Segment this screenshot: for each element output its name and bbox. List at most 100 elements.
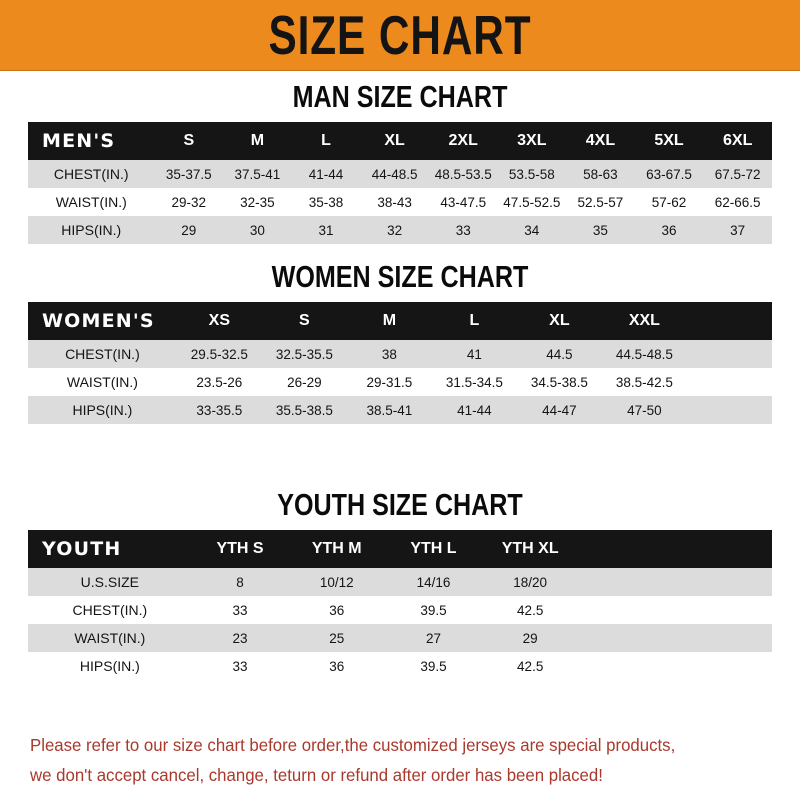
table-row: U.S.SIZE 8 10/12 14/16 18/20 (28, 568, 772, 596)
table-cell: 62-66.5 (703, 188, 772, 216)
table-cell: 43-47.5 (428, 188, 498, 216)
table-cell: 47-50 (601, 396, 687, 424)
women-column-header-m: M (382, 312, 397, 329)
youth-column-header-yth-m: YTH M (311, 540, 362, 557)
women-table-header-row: WOMEN'S XS S M L XL XXL (28, 302, 772, 340)
youth-size-table: YOUTH YTH S YTH M YTH L YTH XL U.S.SIZE 8 10/12… (28, 530, 772, 680)
table-cell-spacer (686, 368, 772, 396)
table-cell: 63-67.5 (634, 160, 704, 188)
men-table-header-row: MEN'S S M L XL 2XL 3XL 4XL 5XL 6XL (28, 122, 772, 160)
table-cell: 44-47 (516, 396, 602, 424)
table-cell-spacer (578, 568, 676, 596)
table-row: HIPS(IN.) 33 36 39.5 42.5 (28, 652, 772, 680)
table-cell: 8 (191, 568, 289, 596)
table-cell: 29.5-32.5 (176, 340, 262, 368)
youth-column-header-spacer (579, 530, 676, 568)
table-cell-spacer (675, 652, 772, 680)
table-cell: 39.5 (385, 652, 482, 680)
table-row: WAIST(IN.) 29-32 32-35 35-38 38-43 43-47.5 47.… (28, 188, 772, 216)
men-row-label-chest-in-: CHEST(IN.) (28, 160, 155, 188)
women-row-label-chest-in-: CHEST(IN.) (28, 340, 177, 368)
table-cell: 44-48.5 (360, 160, 429, 188)
table-cell: 33 (191, 652, 289, 680)
youth-table-row-label-header: YOUTH (42, 538, 122, 560)
women-column-header-s: S (299, 312, 310, 329)
women-size-table: WOMEN'S XS S M L XL XXL CHEST(IN.) 29.5-32.5 32.5… (28, 302, 772, 424)
table-cell: 41 (431, 340, 517, 368)
women-size-section: WOMEN SIZE CHART WOMEN'S XS S M L XL XXL CHEST(… (0, 260, 800, 424)
page-banner: SIZE CHART (0, 0, 800, 71)
table-cell-spacer (675, 596, 772, 624)
men-section-title: MAN SIZE CHART (292, 80, 508, 114)
women-section-title: WOMEN SIZE CHART (271, 260, 529, 294)
youth-table-header-row: YOUTH YTH S YTH M YTH L YTH XL (28, 530, 772, 568)
youth-row-label-chest-in-: CHEST(IN.) (28, 596, 192, 624)
table-cell: 32-35 (223, 188, 292, 216)
men-row-label-waist-in-: WAIST(IN.) (28, 188, 155, 216)
table-cell: 34.5-38.5 (516, 368, 602, 396)
table-cell: 44.5-48.5 (601, 340, 687, 368)
table-cell-spacer (686, 396, 772, 424)
men-column-header-5xl: 5XL (654, 132, 684, 149)
men-column-header-m: M (250, 132, 265, 149)
table-cell: 58-63 (566, 160, 635, 188)
table-cell: 29-32 (154, 188, 224, 216)
order-policy-line-2: we don't accept cancel, change, teturn o… (30, 765, 603, 785)
table-cell: 37 (703, 216, 772, 244)
youth-row-label-waist-in-: WAIST(IN.) (28, 624, 192, 652)
table-cell: 29-31.5 (346, 368, 432, 396)
table-row: CHEST(IN.) 29.5-32.5 32.5-35.5 38 41 44.5 44.5… (28, 340, 772, 368)
youth-size-section: YOUTH SIZE CHART YOUTH YTH S YTH M YTH L YTH… (0, 488, 800, 680)
men-size-table: MEN'S S M L XL 2XL 3XL 4XL 5XL 6XL CHEST(IN.) 35-37… (28, 122, 772, 244)
table-cell: 14/16 (385, 568, 482, 596)
table-cell: 38 (346, 340, 432, 368)
women-column-header-l: L (469, 312, 480, 329)
men-column-header-l: L (321, 132, 331, 149)
table-cell: 53.5-58 (497, 160, 567, 188)
table-cell: 35-38 (291, 188, 361, 216)
table-row: CHEST(IN.) 35-37.5 37.5-41 41-44 44-48.5 48.5… (28, 160, 772, 188)
table-cell: 33 (428, 216, 498, 244)
table-cell: 42.5 (481, 596, 579, 624)
table-cell: 36 (634, 216, 704, 244)
youth-row-label-hips-in-: HIPS(IN.) (28, 652, 192, 680)
table-cell: 42.5 (481, 652, 579, 680)
women-row-label-hips-in-: HIPS(IN.) (28, 396, 177, 424)
table-cell-spacer (578, 652, 676, 680)
women-row-label-waist-in-: WAIST(IN.) (28, 368, 177, 396)
table-cell: 25 (288, 624, 386, 652)
table-row: CHEST(IN.) 33 36 39.5 42.5 (28, 596, 772, 624)
youth-column-header-yth-xl: YTH XL (501, 540, 559, 557)
youth-section-title: YOUTH SIZE CHART (277, 488, 523, 522)
table-row: WAIST(IN.) 23 25 27 29 (28, 624, 772, 652)
table-row: WAIST(IN.) 23.5-26 26-29 29-31.5 31.5-34.5 34… (28, 368, 772, 396)
men-column-header-xl: XL (384, 132, 405, 149)
table-cell: 31 (291, 216, 361, 244)
table-cell: 33 (191, 596, 289, 624)
table-cell: 23 (191, 624, 289, 652)
table-cell: 18/20 (481, 568, 579, 596)
women-table-row-label-header: WOMEN'S (42, 310, 155, 332)
men-table-row-label-header: MEN'S (42, 130, 116, 152)
table-cell: 30 (223, 216, 292, 244)
men-size-section: MAN SIZE CHART MEN'S S M L XL 2XL 3XL 4XL 5XL 6XL… (0, 80, 800, 244)
table-cell: 33-35.5 (176, 396, 262, 424)
table-cell: 35.5-38.5 (261, 396, 347, 424)
table-row: HIPS(IN.) 33-35.5 35.5-38.5 38.5-41 41-44 44-… (28, 396, 772, 424)
table-cell: 38.5-42.5 (601, 368, 687, 396)
women-column-header-spacer (687, 302, 772, 340)
table-cell: 32.5-35.5 (261, 340, 347, 368)
table-cell: 52.5-57 (566, 188, 635, 216)
table-cell: 29 (154, 216, 224, 244)
table-cell: 23.5-26 (176, 368, 262, 396)
table-cell: 48.5-53.5 (428, 160, 498, 188)
men-row-label-hips-in-: HIPS(IN.) (28, 216, 155, 244)
table-cell-spacer (578, 624, 676, 652)
table-cell: 27 (385, 624, 482, 652)
youth-column-header-yth-s: YTH S (216, 540, 264, 557)
youth-column-header-spacer (675, 530, 772, 568)
men-column-header-4xl: 4XL (585, 132, 616, 149)
table-cell: 39.5 (385, 596, 482, 624)
table-cell: 41-44 (431, 396, 517, 424)
women-column-header-xl: XL (549, 312, 570, 329)
